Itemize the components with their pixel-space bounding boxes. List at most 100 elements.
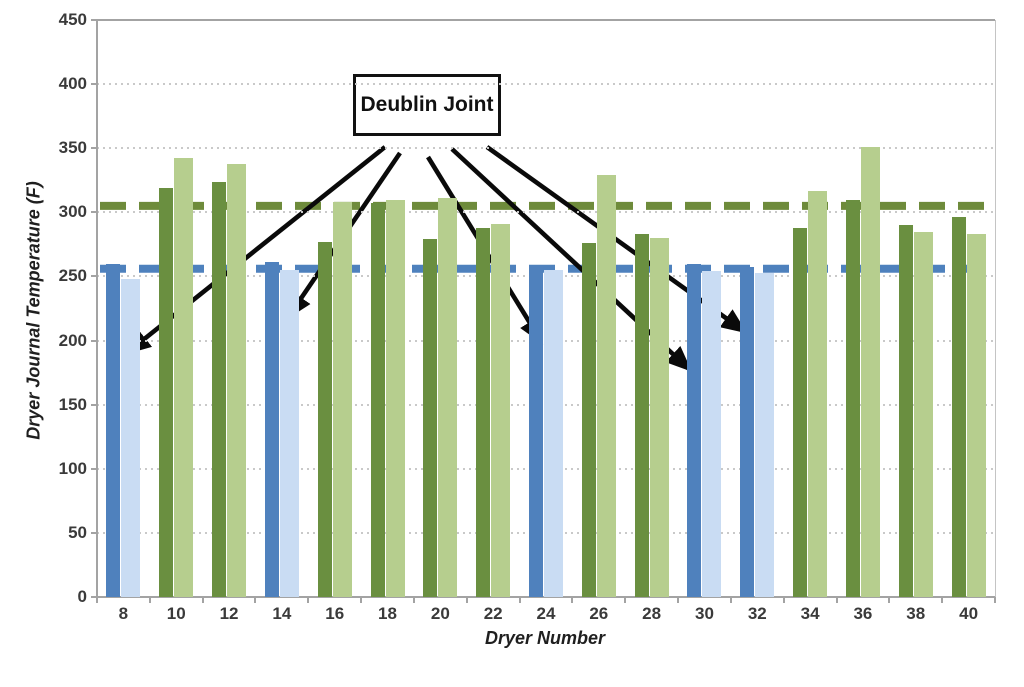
x-axis-tick (96, 597, 98, 603)
x-axis-tick (941, 597, 944, 603)
y-axis-tick (91, 147, 97, 150)
bar-light-bar (860, 146, 880, 597)
x-axis-tick (624, 597, 627, 603)
plot-right-border (995, 20, 996, 597)
bar-light-bar (544, 270, 563, 597)
bar-dark-bar (264, 262, 279, 597)
x-tick-label: 40 (959, 604, 979, 623)
gridline (97, 147, 995, 150)
bar-dark-bar (951, 217, 966, 597)
y-axis-tick (91, 531, 97, 534)
bar-dark-bar (529, 266, 543, 597)
x-tick-label: 30 (695, 604, 714, 623)
x-axis-tick (412, 597, 415, 603)
bar-dark-bar (687, 263, 702, 597)
bar-light-bar (596, 175, 616, 597)
gridline-top (97, 19, 995, 21)
x-tick-label: 34 (800, 604, 820, 623)
y-tick-label: 250 (58, 266, 87, 286)
x-tick-label: 20 (430, 604, 450, 623)
y-tick-label: 350 (58, 138, 87, 158)
bar-dark-bar (370, 203, 385, 597)
bar-dark-bar (212, 181, 227, 597)
bar-dark-bar (317, 241, 332, 597)
bar-light-bar (438, 198, 458, 597)
x-axis-tick (307, 597, 310, 603)
bar-light-bar (491, 223, 511, 597)
y-tick-label: 50 (68, 522, 87, 542)
bar-light-bar (332, 202, 352, 597)
x-axis-tick (835, 597, 838, 603)
gridline (97, 211, 995, 214)
bar-light-bar (121, 279, 141, 597)
x-axis-tick (148, 597, 151, 603)
x-axis-tick (994, 597, 996, 603)
y-axis-tick (91, 596, 97, 598)
bar-dark-bar (845, 199, 860, 597)
x-axis-tick (677, 597, 680, 603)
bar-light-bar (702, 271, 722, 597)
bar-dark-bar (634, 234, 649, 597)
y-tick-label: 100 (58, 458, 87, 478)
annotation-arrow-30 (450, 147, 692, 372)
y-axis-tick (91, 19, 97, 21)
y-tick-label: 300 (58, 202, 87, 222)
x-tick-label: 22 (483, 604, 503, 623)
x-axis-tick (465, 597, 468, 603)
bar-dark-bar (898, 225, 913, 597)
bar-light-bar (385, 199, 405, 597)
y-axis-tick (91, 275, 97, 278)
y-axis-tick (91, 83, 97, 86)
bar-dark-bar (476, 227, 491, 597)
x-axis-tick (571, 597, 574, 603)
bar-light-bar (808, 190, 828, 597)
x-tick-label: 38 (906, 604, 926, 623)
y-axis-tick (91, 339, 97, 342)
bar-light-bar (966, 234, 986, 597)
bar-dark-bar (581, 243, 596, 597)
x-axis-tick (518, 597, 521, 603)
bar-light-bar (755, 272, 775, 597)
y-tick-label: 200 (58, 330, 87, 350)
gridline (97, 83, 995, 86)
bar-light-bar (649, 237, 669, 597)
y-axis-tick (91, 467, 97, 470)
x-tick-label: 26 (589, 604, 609, 623)
x-axis-tick (782, 597, 785, 603)
bar-light-bar (913, 231, 933, 597)
x-tick-label: 10 (166, 604, 186, 623)
bar-dark-bar (740, 267, 755, 597)
x-tick-label: 16 (325, 604, 345, 623)
x-axis-tick (888, 597, 891, 603)
x-tick-label: 8 (118, 604, 129, 623)
bar-dark-bar (793, 227, 808, 597)
y-axis-tick (91, 211, 97, 214)
bar-dark-bar (423, 239, 438, 597)
x-axis-tick (729, 597, 732, 603)
x-axis-title: Dryer Number (484, 628, 606, 648)
x-axis-tick (254, 597, 257, 603)
bar-light-bar (227, 163, 247, 597)
x-axis-line (96, 596, 996, 598)
x-tick-label: 24 (536, 604, 556, 623)
bar-light-bar (279, 270, 299, 597)
reference-lines (100, 201, 992, 273)
x-tick-label: 28 (642, 604, 662, 623)
bar-dark-bar (106, 263, 121, 597)
bar-light-bar (174, 158, 194, 597)
y-tick-label: 150 (58, 394, 87, 414)
x-tick-label: 14 (272, 604, 292, 623)
x-tick-label: 18 (378, 604, 397, 623)
bar-dark-bar (159, 187, 174, 597)
y-axis-tick (91, 403, 97, 406)
x-tick-label: 32 (747, 604, 767, 623)
x-axis-tick (360, 597, 363, 603)
y-tick-label: 400 (58, 74, 87, 94)
x-tick-label: 12 (219, 604, 239, 623)
y-tick-label: 0 (77, 587, 87, 606)
y-tick-label: 450 (58, 10, 87, 29)
y-axis-line (96, 20, 98, 597)
x-tick-label: 36 (853, 604, 873, 623)
x-axis-tick (201, 597, 204, 603)
